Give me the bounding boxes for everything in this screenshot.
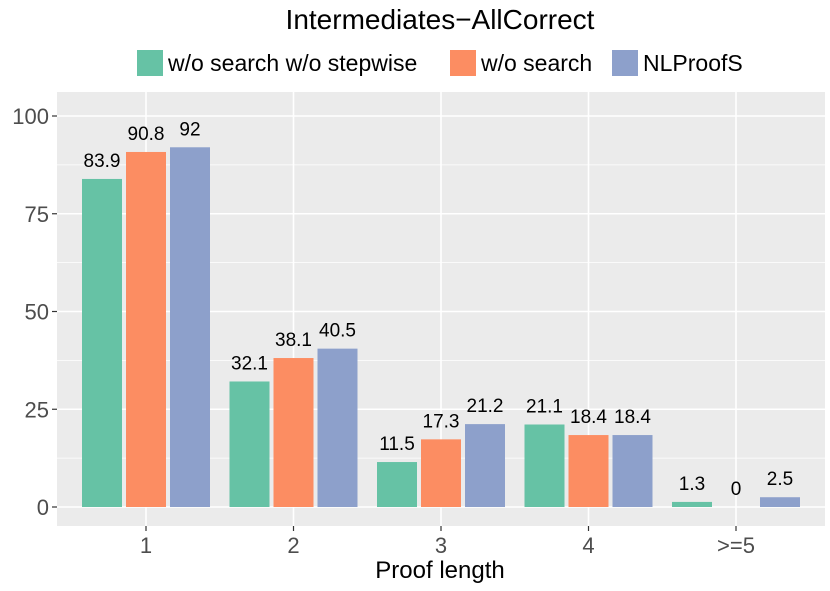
bar	[82, 178, 122, 508]
legend-item: w/o search w/o stepwise	[137, 50, 417, 76]
bar	[465, 424, 505, 507]
x-axis: 1 2 3 4 >=5	[140, 526, 755, 558]
data-label: 18.4	[570, 407, 607, 428]
data-label: 2.5	[767, 469, 793, 490]
data-label: 90.8	[128, 124, 165, 145]
bar	[229, 381, 270, 507]
x-tick-label: 2	[287, 533, 299, 558]
data-label: 21.2	[467, 396, 504, 417]
bars	[82, 147, 800, 508]
legend-label: NLProofS	[643, 50, 743, 76]
x-tick-label: 4	[582, 533, 594, 558]
bar	[421, 439, 461, 507]
data-label: 32.1	[231, 353, 268, 374]
data-label: 0	[731, 479, 742, 500]
data-label: 38.1	[275, 330, 312, 351]
x-tick-label: >=5	[717, 533, 755, 558]
y-tick-label: 50	[25, 300, 49, 325]
data-label: 18.4	[614, 407, 651, 428]
legend-item: w/o search	[450, 50, 592, 76]
bar	[568, 435, 609, 507]
bar	[317, 348, 358, 507]
data-labels: 83.9 32.1 11.5 21.1 1.3 90.8 38.1 17.3 18.4 0 92 40…	[84, 119, 794, 500]
y-tick-label: 0	[37, 495, 49, 520]
x-tick-label: 1	[140, 533, 152, 558]
data-label: 1.3	[679, 474, 705, 495]
y-tick-label: 25	[25, 397, 49, 422]
bar	[273, 358, 314, 507]
bar	[672, 501, 712, 507]
bar	[377, 462, 417, 507]
data-label: 40.5	[319, 321, 356, 342]
bar	[126, 151, 166, 508]
legend-swatch	[137, 50, 163, 76]
x-axis-title: Proof length	[375, 557, 504, 584]
chart-title: Intermediates−AllCorrect	[286, 4, 595, 35]
data-label: 92	[179, 119, 200, 140]
legend: w/o search w/o stepwise w/o search NLProof…	[137, 50, 743, 76]
data-label: 17.3	[423, 411, 460, 432]
legend-item: NLProofS	[612, 50, 743, 76]
y-axis: 0 25 50 75 100	[12, 104, 57, 520]
legend-label: w/o search w/o stepwise	[167, 50, 417, 76]
data-label: 83.9	[84, 151, 121, 172]
data-label: 21.1	[526, 396, 563, 417]
y-tick-label: 75	[25, 202, 49, 227]
y-tick-label: 100	[12, 104, 49, 129]
legend-swatch	[450, 50, 476, 76]
legend-swatch	[612, 50, 638, 76]
bar	[760, 497, 800, 507]
bar	[170, 147, 210, 507]
legend-label: w/o search	[480, 50, 592, 76]
bar	[612, 435, 653, 507]
x-tick-label: 3	[435, 533, 447, 558]
bar	[524, 424, 565, 507]
data-label: 11.5	[379, 434, 415, 455]
